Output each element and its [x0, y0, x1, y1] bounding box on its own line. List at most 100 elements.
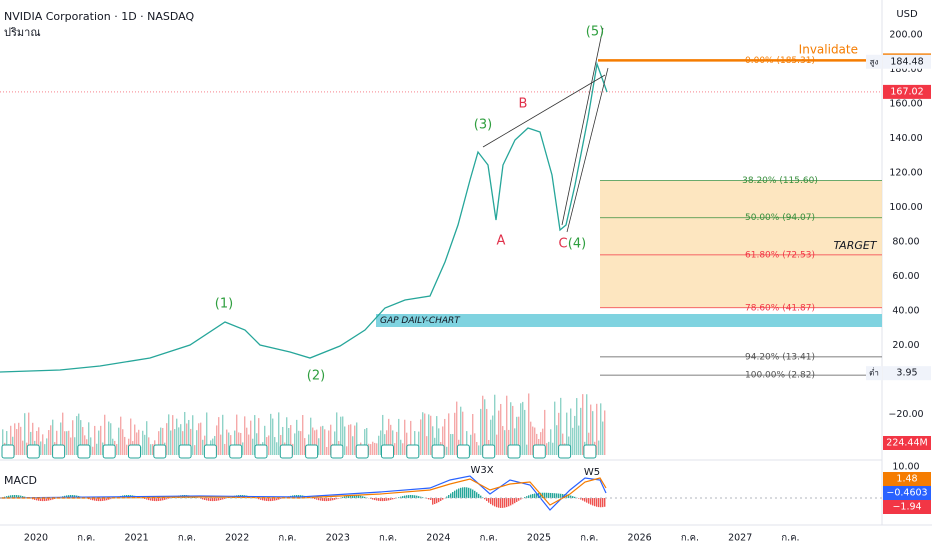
- macd-bar: [378, 498, 380, 501]
- macd-bar: [146, 498, 148, 500]
- macd-bar: [450, 493, 452, 499]
- volume-bar: [550, 429, 552, 455]
- macd-bar: [422, 497, 424, 499]
- macd-bar: [464, 487, 466, 499]
- volume-bar: [82, 427, 84, 455]
- macd-bar: [548, 492, 550, 499]
- volume-bar: [162, 427, 164, 455]
- macd-bar: [108, 498, 110, 500]
- volume-bar: [510, 402, 512, 455]
- macd-bar: [428, 498, 430, 500]
- volume-bar: [578, 425, 580, 455]
- macd-bar: [12, 495, 14, 499]
- volume-bar: [382, 414, 384, 455]
- volume-bar: [456, 401, 458, 455]
- volume-bar: [602, 421, 604, 455]
- macd-bar: [460, 487, 462, 499]
- volume-bar: [216, 425, 218, 455]
- volume-bar: [68, 430, 70, 455]
- volume-label: ปริมาณ: [4, 26, 41, 39]
- macd-bar: [10, 495, 12, 499]
- volume-bar: [220, 434, 222, 455]
- y-tick-label: 180.00: [889, 64, 922, 75]
- volume-bar: [14, 423, 16, 455]
- macd-bar: [446, 496, 448, 499]
- volume-bar: [532, 426, 534, 455]
- volume-bar: [316, 429, 318, 455]
- macd-bar: [600, 498, 602, 508]
- y-tick-label: 120.00: [889, 168, 922, 179]
- macd-bar: [454, 490, 456, 499]
- volume-bar: [460, 406, 462, 455]
- macd-bar: [480, 495, 482, 499]
- macd-bar: [326, 498, 328, 502]
- target-zone: [600, 180, 882, 308]
- volume-bar: [378, 435, 380, 455]
- volume-bar: [414, 431, 416, 455]
- wave-label: (1): [215, 297, 233, 312]
- volume-bar: [226, 429, 228, 455]
- volume-bar: [52, 419, 54, 455]
- volume-bar: [224, 443, 226, 455]
- volume-bar: [552, 442, 554, 455]
- macd-bar: [144, 498, 146, 499]
- volume-bar: [534, 427, 536, 455]
- volume-bar: [126, 444, 128, 455]
- channel-line: [566, 67, 609, 233]
- volume-bar: [480, 408, 482, 455]
- macd-bar: [484, 498, 486, 500]
- badge-tag: [866, 366, 882, 381]
- macd-bar: [216, 498, 218, 501]
- macd-bar: [510, 498, 512, 506]
- earnings-icon: [456, 444, 470, 459]
- volume-bar: [402, 443, 404, 455]
- macd-bar: [506, 498, 508, 508]
- volume-bar: [398, 418, 400, 455]
- macd-bar: [588, 498, 590, 504]
- earnings-icon: [558, 444, 572, 459]
- macd-bar: [110, 498, 112, 500]
- volume-bar: [470, 434, 472, 455]
- macd-bar: [164, 498, 166, 500]
- volume-bar: [88, 422, 90, 455]
- macd-bar: [46, 498, 48, 501]
- volume-bar: [174, 429, 176, 455]
- fib-label: 100.00% (2.82): [745, 371, 815, 381]
- macd-bar: [602, 498, 604, 508]
- macd-bar: [208, 498, 210, 501]
- volume-bar: [526, 444, 528, 455]
- macd-bar: [156, 498, 158, 502]
- volume-bar: [542, 428, 544, 455]
- fib-label: 50.00% (94.07): [745, 213, 815, 223]
- fib-label: 94.20% (13.41): [745, 352, 815, 362]
- macd-bar: [532, 493, 534, 499]
- y-tick-label: 40.00: [892, 306, 919, 317]
- volume-bar: [110, 423, 112, 455]
- fib-label: 38.20% (115.60): [742, 176, 818, 186]
- volume-bar: [600, 403, 602, 455]
- earnings-icon: [431, 444, 445, 459]
- earnings-icon: [330, 444, 344, 459]
- macd-bar: [556, 493, 558, 499]
- y-tick-label: 160.00: [889, 99, 922, 110]
- wave-label: (4): [568, 237, 586, 252]
- macd-bar: [452, 492, 454, 499]
- macd-bar: [578, 498, 580, 499]
- volume-bar: [302, 415, 304, 455]
- volume-bar: [90, 437, 92, 455]
- y-tick-label: 140.00: [889, 133, 922, 144]
- volume-bar: [592, 411, 594, 455]
- macd-bar: [74, 495, 76, 499]
- macd-bar: [22, 496, 24, 499]
- volume-bar: [334, 431, 336, 455]
- volume-bar: [522, 401, 524, 455]
- volume-bar: [170, 430, 172, 455]
- volume-bar: [404, 419, 406, 455]
- volume-bar: [558, 412, 560, 455]
- volume-bar: [136, 432, 138, 455]
- y-tick-label: 200.00: [889, 30, 922, 41]
- volume-bar: [28, 412, 30, 455]
- volume-bar: [40, 441, 42, 455]
- macd-bar: [488, 498, 490, 503]
- macd-bar: [594, 498, 596, 507]
